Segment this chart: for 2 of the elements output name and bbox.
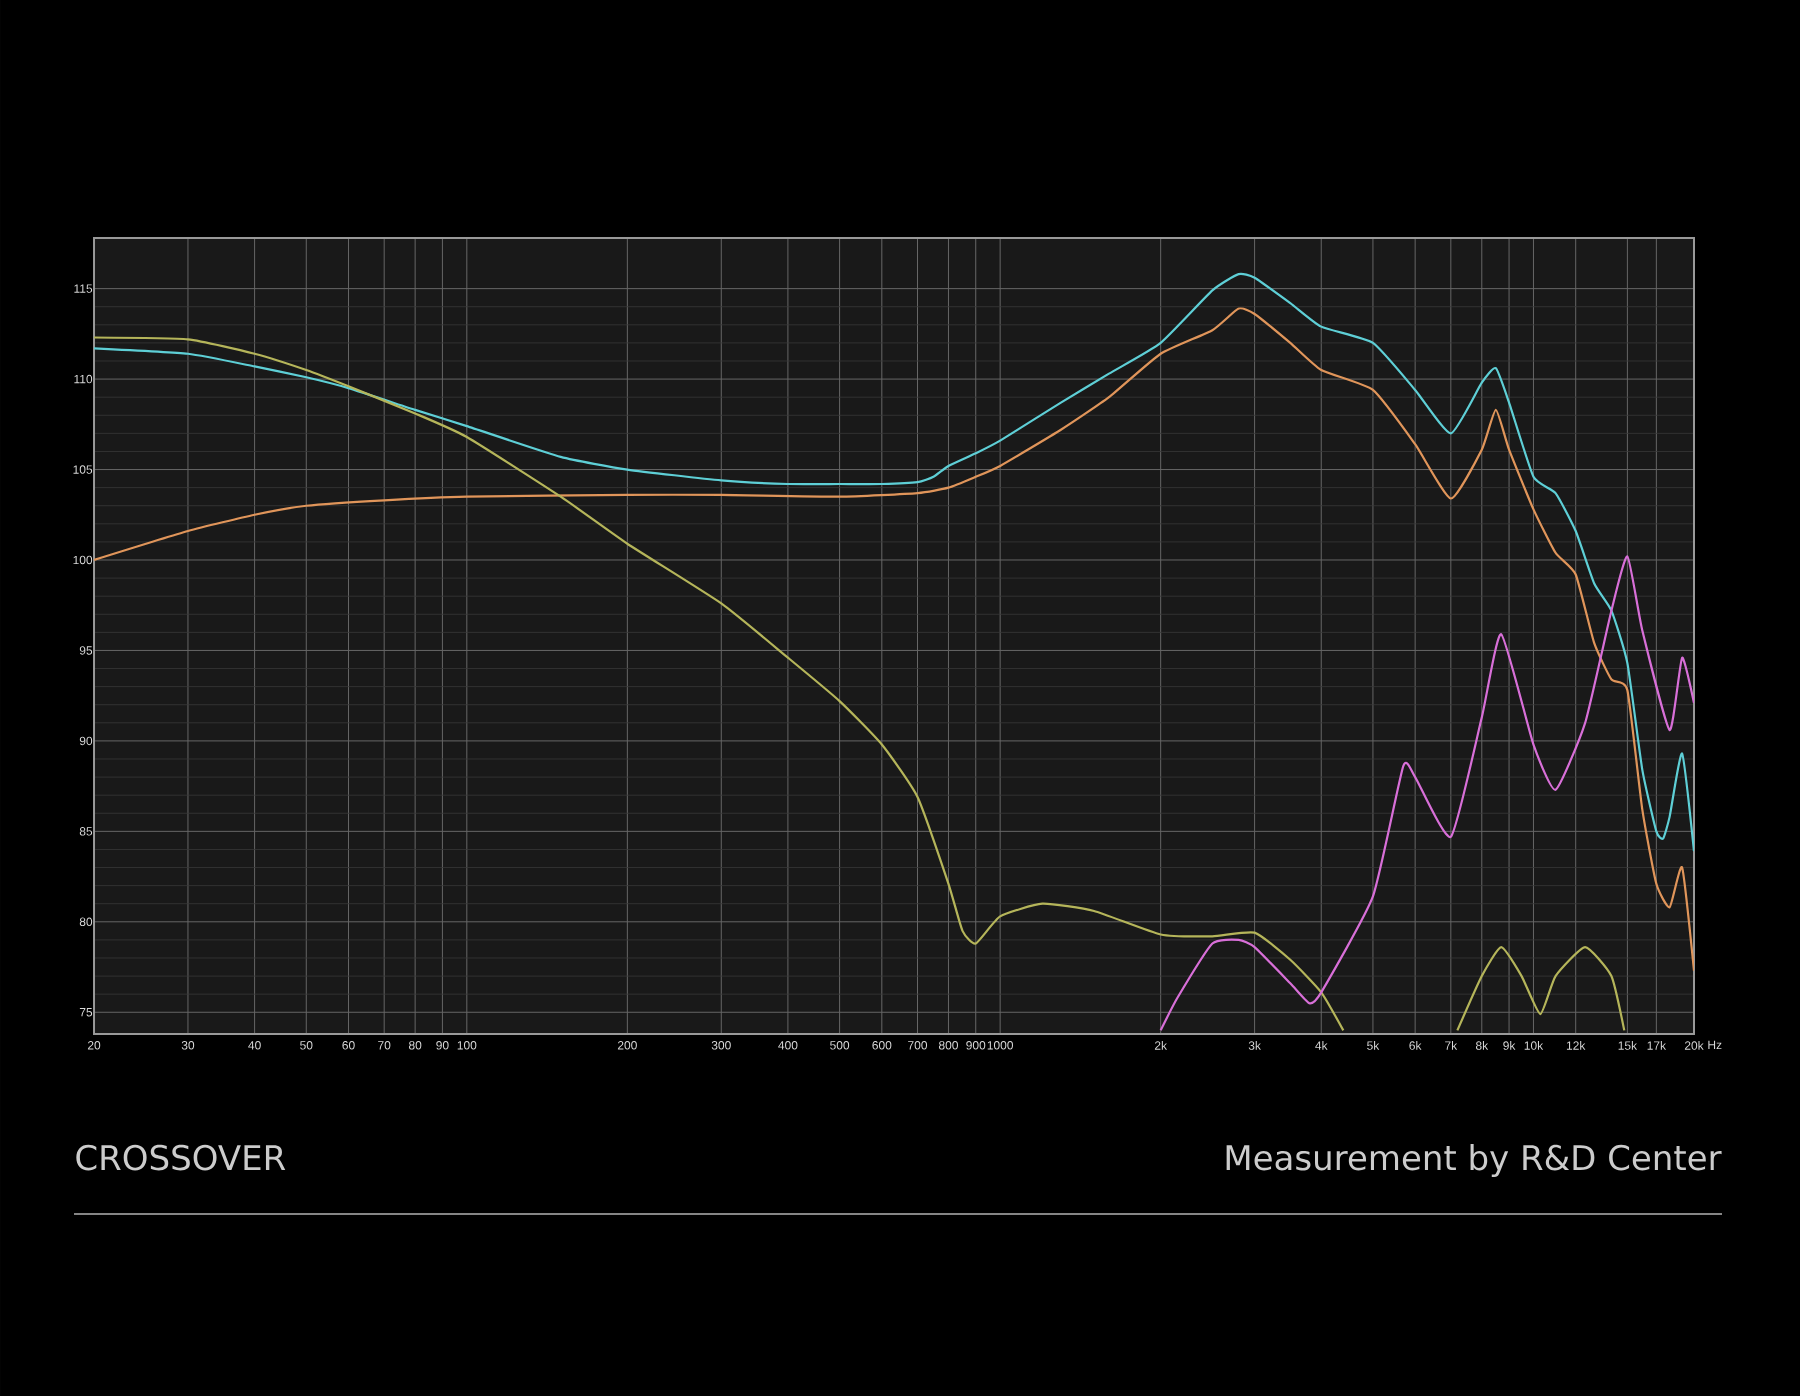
text: CROSSOVER [76,1144,286,1171]
text: Measurement by R&D Center [1226,1144,1722,1178]
